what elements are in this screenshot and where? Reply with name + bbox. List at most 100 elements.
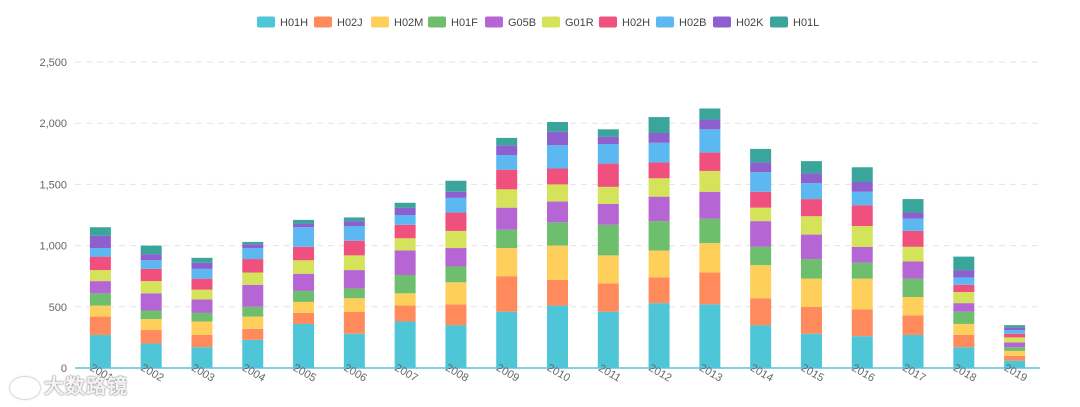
bar-H01L-2003 [191, 257, 213, 263]
y-tick-label-500: 500 [49, 302, 67, 314]
y-tick-label-2500: 2,500 [39, 57, 67, 69]
legend-label-H02B: H02B [679, 17, 707, 29]
bar-G01R-2014 [750, 207, 772, 222]
bar-stack-2014 [750, 148, 772, 368]
bar-G01R-2017 [902, 246, 924, 262]
legend: H01H H02J H02M H01F G05B G01R H02H H02B H02K H01L [257, 16, 819, 29]
bar-H01L-2017 [902, 199, 924, 213]
bar-stack-2012 [648, 117, 670, 368]
bar-G01R-2006 [343, 255, 365, 271]
bar-H01L-2014 [750, 148, 772, 163]
bar-G01R-2012 [648, 178, 670, 197]
bar-H02K-2008 [445, 191, 467, 198]
bar-G05B-2011 [597, 203, 619, 225]
x-tick-label-2011: 2011 [596, 362, 622, 384]
bar-H02B-2012 [648, 142, 670, 163]
bar-H02K-2002 [140, 254, 162, 261]
bar-stack-2004 [242, 241, 264, 368]
bar-H02B-2018 [953, 277, 975, 285]
bar-H01L-2007 [394, 202, 416, 208]
bar-H01F-2005 [293, 290, 315, 302]
legend-swatch-H02B [656, 16, 674, 28]
watermark-text: 大数路镜 [44, 374, 128, 398]
gridlines [75, 61, 1040, 308]
bar-H02J-2003 [191, 334, 213, 348]
bar-H01L-2010 [547, 121, 568, 132]
bar-G05B-2018 [953, 303, 975, 312]
bar-G01R-2009 [496, 189, 518, 208]
legend-swatch-G05B [485, 16, 503, 28]
bar-H02J-2008 [445, 304, 467, 326]
bar-G01R-2013 [699, 170, 721, 192]
legend-item-H01F: H01F [428, 16, 478, 29]
bar-G05B-2007 [394, 250, 416, 275]
bar-G01R-2003 [191, 289, 213, 300]
bar-H02J-2013 [699, 272, 721, 305]
bar-G05B-2002 [140, 293, 162, 311]
bar-H02H-2009 [496, 169, 518, 190]
bar-G01R-2002 [140, 281, 162, 294]
legend-label-H01F: H01F [451, 17, 478, 29]
bar-G01R-2018 [953, 292, 975, 304]
bar-H02H-2007 [394, 224, 416, 239]
bar-H01F-2006 [343, 288, 365, 299]
bar-stack-2005 [293, 219, 315, 368]
bar-H02K-2018 [953, 270, 975, 278]
bar-H01F-2014 [750, 246, 772, 266]
bar-H02M-2006 [343, 298, 365, 312]
bar-H01H-2018 [953, 347, 975, 368]
bar-H01H-2001 [89, 334, 111, 368]
legend-item-H02B: H02B [656, 16, 707, 29]
bar-G01R-2019 [1004, 337, 1026, 343]
bar-H02K-2010 [547, 131, 568, 146]
bar-H02B-2019 [1004, 330, 1026, 334]
bar-H01F-2002 [140, 310, 162, 320]
x-axis: 2001 2002 2003 2004 2005 2006 2007 2008 2009 2010… [75, 362, 1040, 385]
bar-H01F-2003 [191, 312, 213, 322]
bar-G01R-2007 [394, 238, 416, 251]
bar-H01H-2007 [394, 321, 416, 368]
bar-H02K-2003 [191, 262, 213, 269]
bar-H02J-2018 [953, 334, 975, 348]
bar-H02B-2006 [343, 226, 365, 241]
bar-H02J-2001 [89, 316, 111, 335]
bar-G05B-2001 [89, 281, 111, 294]
bar-H01F-2018 [953, 311, 975, 324]
bar-G05B-2003 [191, 299, 213, 313]
bar-H02K-2004 [242, 244, 264, 249]
bar-H02H-2001 [89, 256, 111, 271]
bar-H01H-2008 [445, 325, 467, 368]
bar-H02K-2019 [1004, 327, 1026, 331]
bar-G01R-2001 [89, 270, 111, 282]
bar-H01L-2011 [597, 129, 619, 137]
bar-stack-2003 [191, 257, 213, 368]
bar-H01H-2013 [699, 304, 721, 368]
bar-H01H-2011 [597, 311, 619, 368]
bar-H01L-2001 [89, 227, 111, 236]
bar-H01H-2004 [242, 339, 264, 368]
bar-stack-2010 [547, 121, 568, 368]
bar-G05B-2009 [496, 207, 518, 230]
bar-H02H-2011 [597, 163, 619, 187]
bar-H01L-2006 [343, 217, 365, 222]
bar-stack-2006 [343, 217, 365, 368]
bar-H02M-2005 [293, 301, 315, 313]
bar-H02B-2003 [191, 268, 213, 279]
bar-H02B-2001 [89, 248, 111, 257]
bar-H02B-2009 [496, 155, 518, 170]
legend-swatch-H02J [314, 16, 332, 28]
bar-H02B-2017 [902, 218, 924, 231]
bar-H02H-2004 [242, 259, 264, 273]
bars [89, 108, 1026, 368]
bar-G01R-2011 [597, 186, 619, 204]
bar-H02M-2010 [547, 245, 568, 280]
bar-G05B-2004 [242, 284, 264, 307]
bar-H02M-2004 [242, 316, 264, 329]
bar-H01H-2015 [800, 333, 822, 368]
bar-G05B-2012 [648, 196, 670, 222]
legend-label-H02K: H02K [736, 17, 764, 29]
bar-H02K-2007 [394, 207, 416, 215]
bar-H01F-2019 [1004, 347, 1026, 351]
legend-label-H01H: H01H [280, 17, 308, 29]
